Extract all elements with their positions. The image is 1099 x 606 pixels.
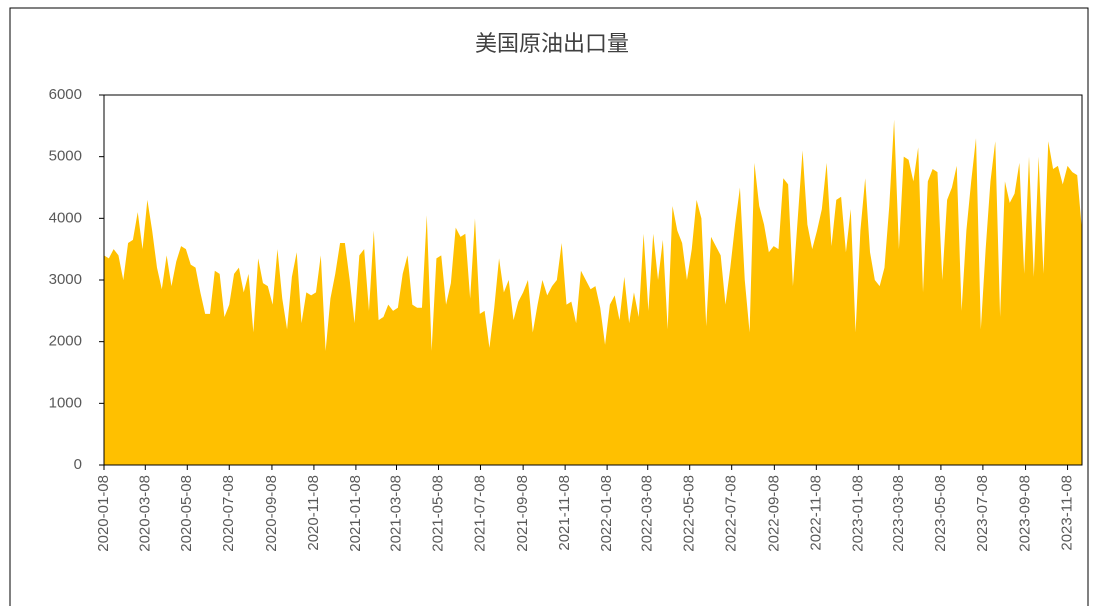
y-tick-label: 0 xyxy=(74,456,82,473)
x-tick-label: 2020-07-08 xyxy=(220,475,237,552)
x-tick-label: 2022-05-08 xyxy=(681,475,698,552)
y-tick-label: 1000 xyxy=(49,394,82,411)
x-tick-label: 2021-01-08 xyxy=(347,475,364,552)
x-tick-label: 2022-03-08 xyxy=(639,475,656,552)
x-tick-label: 2020-03-08 xyxy=(136,475,153,552)
x-tick-label: 2023-11-08 xyxy=(1059,475,1076,551)
x-tick-label: 2020-01-08 xyxy=(95,475,112,552)
x-tick-label: 2021-03-08 xyxy=(387,475,404,552)
y-tick-label: 2000 xyxy=(49,333,82,350)
x-tick-label: 2023-05-08 xyxy=(932,475,949,552)
y-tick-label: 4000 xyxy=(49,209,82,226)
x-tick-label: 2023-07-08 xyxy=(974,475,991,552)
x-tick-label: 2021-05-08 xyxy=(429,475,446,552)
x-tick-label: 2023-01-08 xyxy=(849,475,866,552)
x-tick-label: 2021-09-08 xyxy=(514,475,531,552)
y-tick-label: 6000 xyxy=(49,86,82,103)
x-tick-label: 2020-09-08 xyxy=(263,475,280,552)
x-tick-label: 2020-11-08 xyxy=(305,475,322,551)
x-tick-label: 2023-09-08 xyxy=(1017,475,1034,552)
x-tick-label: 2023-03-08 xyxy=(890,475,907,552)
x-tick-label: 2022-01-08 xyxy=(598,475,615,552)
x-tick-label: 2022-07-08 xyxy=(723,475,740,552)
x-tick-label: 2021-11-08 xyxy=(556,475,573,551)
x-tick-label: 2021-07-08 xyxy=(471,475,488,552)
x-tick-label: 2022-11-08 xyxy=(807,475,824,551)
chart-title: 美国原油出口量 xyxy=(475,32,629,57)
x-tick-label: 2020-05-08 xyxy=(178,475,195,552)
x-tick-label: 2022-09-08 xyxy=(765,475,782,552)
area xyxy=(104,119,1082,466)
y-tick-label: 3000 xyxy=(49,271,82,288)
y-tick-label: 5000 xyxy=(49,148,82,165)
